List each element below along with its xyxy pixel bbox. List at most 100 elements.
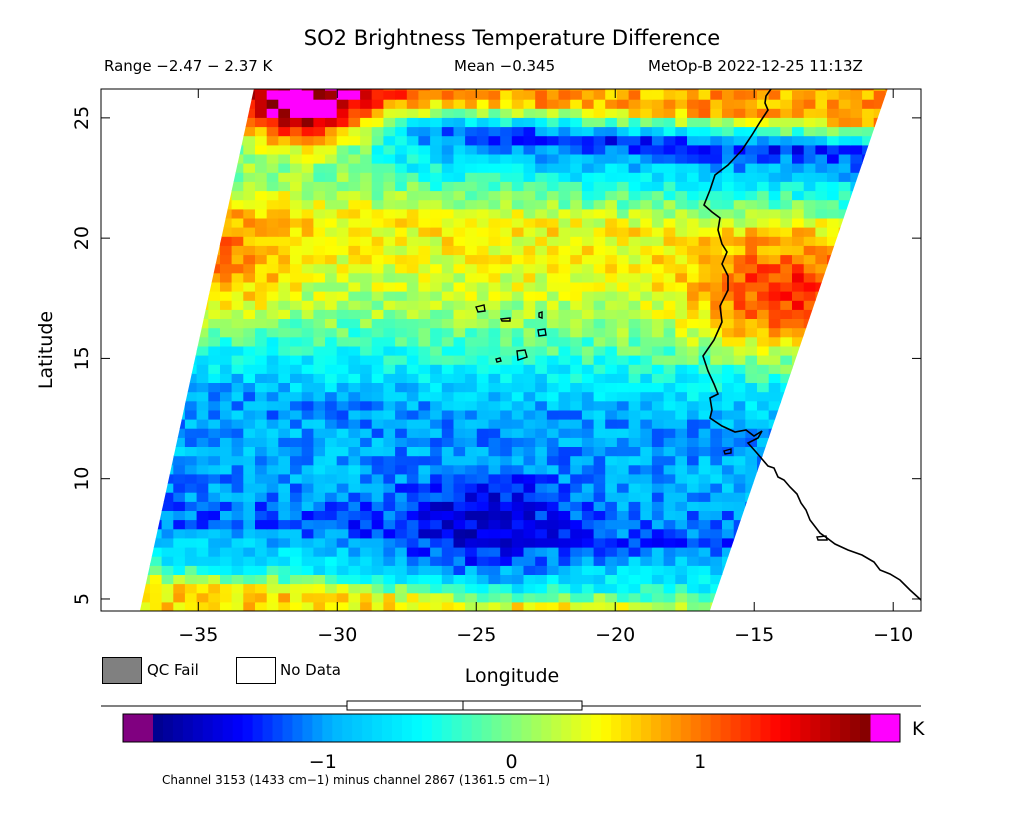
heatmap-cell xyxy=(710,492,723,502)
heatmap-cell xyxy=(897,264,909,274)
heatmap-cell xyxy=(430,144,443,155)
heatmap-cell xyxy=(360,364,373,374)
heatmap-cell xyxy=(523,172,536,182)
heatmap-cell xyxy=(115,99,127,109)
heatmap-cell xyxy=(115,154,127,164)
heatmap-cell xyxy=(290,592,303,603)
heatmap-cell xyxy=(255,400,268,411)
heatmap-cell xyxy=(255,144,268,155)
heatmap-cell xyxy=(161,300,174,310)
heatmap-cell xyxy=(196,163,209,173)
heatmap-cell xyxy=(546,419,560,429)
heatmap-cell xyxy=(535,108,548,118)
heatmap-cell xyxy=(383,89,396,91)
heatmap-cell xyxy=(885,373,888,383)
heatmap-cell xyxy=(780,428,793,438)
heatmap-cell xyxy=(605,391,618,402)
heatmap-cell xyxy=(208,510,221,521)
heatmap-cell xyxy=(336,355,349,365)
heatmap-cell xyxy=(406,108,420,118)
heatmap-cell xyxy=(523,501,536,511)
heatmap-cell xyxy=(139,327,151,338)
heatmap-cell xyxy=(278,291,291,301)
heatmap-cell xyxy=(406,245,420,256)
heatmap-cell xyxy=(500,144,513,155)
heatmap-cell xyxy=(453,90,466,100)
heatmap-cell xyxy=(815,327,828,338)
heatmap-cell xyxy=(196,318,209,329)
heatmap-cell xyxy=(745,537,758,548)
heatmap-cell xyxy=(687,327,700,338)
heatmap-cell xyxy=(558,318,571,329)
heatmap-cell xyxy=(687,144,700,155)
heatmap-cell xyxy=(395,90,408,100)
heatmap-cell xyxy=(395,483,408,493)
heatmap-cell xyxy=(710,547,723,557)
heatmap-cell xyxy=(815,236,828,246)
heatmap-cell xyxy=(371,89,384,91)
heatmap-cell xyxy=(115,255,127,265)
heatmap-cell xyxy=(441,547,455,557)
heatmap-cell xyxy=(336,364,349,374)
heatmap-cell xyxy=(628,464,641,475)
heatmap-cell xyxy=(815,217,828,228)
heatmap-cell xyxy=(675,565,688,575)
heatmap-cell xyxy=(687,419,700,429)
heatmap-cell xyxy=(184,90,198,100)
heatmap-cell xyxy=(220,492,233,502)
heatmap-cell xyxy=(768,364,781,374)
heatmap-cell xyxy=(651,565,665,575)
heatmap-cell xyxy=(313,409,326,420)
heatmap-cell xyxy=(733,565,746,575)
heatmap-cell xyxy=(231,227,244,237)
heatmap-cell xyxy=(500,519,513,530)
heatmap-cell xyxy=(640,601,653,611)
heatmap-cell xyxy=(255,336,268,347)
heatmap-cell xyxy=(395,437,408,447)
colorbar-slider[interactable] xyxy=(346,700,583,711)
heatmap-cell xyxy=(698,455,711,466)
heatmap-cell xyxy=(873,272,886,283)
heatmap-cell xyxy=(465,89,478,91)
heatmap-cell xyxy=(710,163,723,173)
heatmap-cell xyxy=(453,455,466,466)
heatmap-cell xyxy=(792,592,805,603)
heatmap-cell xyxy=(862,245,875,256)
heatmap-cell xyxy=(803,601,816,611)
heatmap-cell xyxy=(418,117,431,128)
heatmap-cell xyxy=(127,90,139,100)
heatmap-cell xyxy=(815,565,828,575)
heatmap-cell xyxy=(488,336,501,347)
heatmap-cell xyxy=(173,144,186,155)
heatmap-cell xyxy=(161,281,174,292)
heatmap-cell xyxy=(593,172,606,182)
heatmap-cell xyxy=(698,519,711,530)
heatmap-cell xyxy=(593,483,606,493)
heatmap-cell xyxy=(336,437,349,447)
heatmap-cell xyxy=(815,556,828,566)
heatmap-cell xyxy=(290,355,303,365)
heatmap-cell xyxy=(161,254,174,265)
heatmap-cell xyxy=(488,473,501,484)
heatmap-cell xyxy=(348,592,361,603)
heatmap-cell xyxy=(733,227,746,237)
heatmap-cell xyxy=(208,153,221,164)
heatmap-cell xyxy=(792,181,805,192)
heatmap-cell xyxy=(850,236,863,246)
heatmap-cell xyxy=(651,144,665,155)
heatmap-cell xyxy=(687,172,700,182)
heatmap-cell xyxy=(395,391,408,402)
heatmap-cell xyxy=(757,501,770,511)
heatmap-cell xyxy=(255,89,268,91)
heatmap-cell xyxy=(406,117,420,128)
heatmap-cell xyxy=(757,108,770,118)
heatmap-cell xyxy=(827,117,840,128)
heatmap-cell xyxy=(523,382,536,393)
heatmap-cell xyxy=(815,364,828,374)
heatmap-cell xyxy=(535,583,548,594)
heatmap-cell xyxy=(290,163,303,173)
heatmap-cell xyxy=(488,153,501,164)
heatmap-cell xyxy=(803,245,816,256)
heatmap-cell xyxy=(605,473,618,484)
heatmap-cell xyxy=(371,117,384,128)
